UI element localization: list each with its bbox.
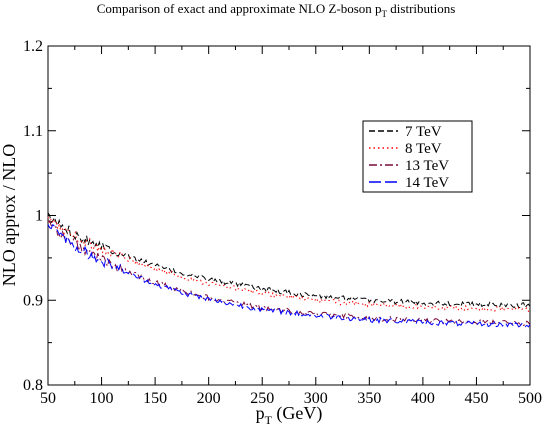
- legend: 7 TeV 8 TeV 13 TeV 14 TeV: [362, 120, 473, 193]
- x-tick-label: 250: [250, 390, 274, 407]
- series-line-14tev: [47, 223, 531, 328]
- y-tick-label: 1: [35, 208, 43, 225]
- legend-label-13tev: 13 TeV: [405, 158, 449, 174]
- x-tick-label: 200: [197, 390, 221, 407]
- x-tick-label: 350: [357, 390, 381, 407]
- y-tick-label: 1.1: [23, 123, 43, 140]
- plot-frame: [47, 45, 531, 386]
- series-line-8tev: [47, 216, 531, 313]
- x-tick-label: 100: [90, 390, 114, 407]
- x-axis-title: pT (GeV): [256, 403, 323, 427]
- legend-label-14tev: 14 TeV: [405, 175, 449, 191]
- y-tick-label: 1.2: [23, 38, 43, 55]
- axis-ticks: 50 100 150 200 250 300 350 400 450 500 0.8 0.9 1 1.1 1…: [23, 38, 542, 407]
- y-tick-label: 0.9: [23, 292, 43, 309]
- x-tick-label: 50: [40, 390, 56, 407]
- series-line-7tev: [47, 212, 531, 309]
- x-tick-label: 450: [464, 390, 488, 407]
- legend-box: [362, 120, 473, 193]
- x-tick-label: 300: [304, 390, 328, 407]
- x-tick-label: 150: [143, 390, 167, 407]
- y-tick-label: 0.8: [23, 377, 43, 394]
- series-layer: [47, 212, 531, 328]
- legend-label-7tev: 7 TeV: [405, 124, 442, 140]
- legend-label-8tev: 8 TeV: [405, 141, 442, 157]
- chart-title-sub: T: [382, 9, 388, 19]
- x-axis-title-main: p: [256, 403, 265, 423]
- chart-title-main: Comparison of exact and approximate NLO …: [97, 1, 382, 16]
- x-axis-title-sub: T: [265, 413, 273, 427]
- x-tick-label: 500: [518, 390, 542, 407]
- chart-title: Comparison of exact and approximate NLO …: [97, 1, 456, 19]
- y-axis-title: NLO approx / NLO: [0, 144, 19, 286]
- x-tick-label: 400: [411, 390, 435, 407]
- x-axis-title-tail: (GeV): [272, 403, 322, 424]
- chart-title-tail: distributions: [387, 1, 455, 16]
